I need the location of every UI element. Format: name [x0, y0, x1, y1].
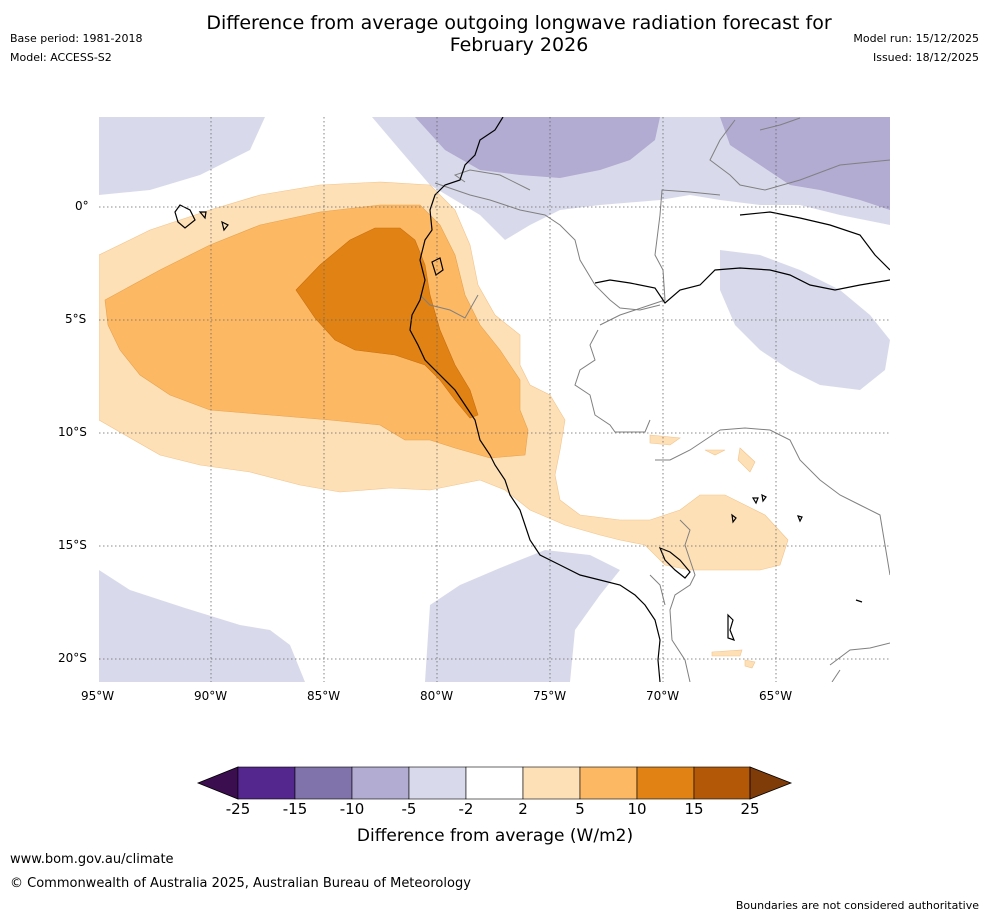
cb-tick-pos15: 15: [684, 800, 704, 818]
lat-label-15s: 15°S: [58, 538, 87, 552]
colorbar: [196, 766, 793, 800]
lon-label-90w: 90°W: [194, 689, 228, 703]
colorbar-label: Difference from average (W/m2): [356, 826, 634, 846]
model-run-text: Model run: 15/12/2025: [853, 32, 979, 45]
cb-tick-neg5: -5: [401, 800, 417, 818]
cb-tick-neg15: -15: [282, 800, 308, 818]
anomaly-pos-strong: [295, 227, 479, 419]
colorbar-bin-pos5-pos10: [579, 766, 638, 800]
colorbar-extend-low: [196, 766, 239, 800]
colorbar-bin-neg15-neg10: [294, 766, 353, 800]
cb-tick-pos5: 5: [575, 800, 585, 818]
colorbar-bin-pos15-pos25: [693, 766, 751, 800]
lon-label-65w: 65°W: [759, 689, 793, 703]
colorbar-bin-neg25-neg15: [237, 766, 296, 800]
footer-url[interactable]: www.bom.gov.au/climate: [10, 852, 174, 867]
colorbar-bin-neg5-neg2: [408, 766, 467, 800]
lat-label-10s: 10°S: [58, 425, 87, 439]
cb-tick-pos2: 2: [518, 800, 528, 818]
colorbar-extend-high: [749, 766, 793, 800]
cb-tick-pos25: 25: [740, 800, 760, 818]
lon-label-85w: 85°W: [307, 689, 341, 703]
map-title: Difference from average outgoing longwav…: [130, 12, 908, 56]
colorbar-bin-pos2-pos5: [522, 766, 581, 800]
lat-label-20s: 20°S: [58, 651, 87, 665]
colorbar-bin-pos10-pos15: [636, 766, 695, 800]
lat-label-5s: 5°S: [65, 312, 87, 326]
title-line-1: Difference from average outgoing longwav…: [206, 12, 832, 34]
lon-label-75w: 75°W: [533, 689, 567, 703]
colorbar-bin-neg10-neg5: [351, 766, 410, 800]
lon-label-80w: 80°W: [420, 689, 454, 703]
issued-text: Issued: 18/12/2025: [872, 51, 979, 64]
base-period-text: Base period: 1981-2018: [10, 32, 143, 45]
lon-label-70w: 70°W: [646, 689, 680, 703]
cb-tick-neg2: -2: [458, 800, 474, 818]
model-text: Model: ACCESS-S2: [10, 51, 112, 64]
lat-label-0: 0°: [75, 199, 89, 213]
colorbar-bin-neg2-pos2: [465, 766, 524, 800]
cb-tick-neg25: -25: [225, 800, 251, 818]
title-line-2: February 2026: [449, 34, 589, 56]
footer-disclaimer: Boundaries are not considered authoritat…: [735, 899, 979, 912]
footer-copyright: © Commonwealth of Australia 2025, Austra…: [10, 876, 471, 891]
cb-tick-neg10: -10: [339, 800, 365, 818]
country-borders: [419, 117, 890, 682]
lon-label-95w: 95°W: [81, 689, 115, 703]
cb-tick-pos10: 10: [627, 800, 647, 818]
anomaly-neg-mid: [415, 117, 890, 210]
coastlines: [174, 117, 890, 682]
